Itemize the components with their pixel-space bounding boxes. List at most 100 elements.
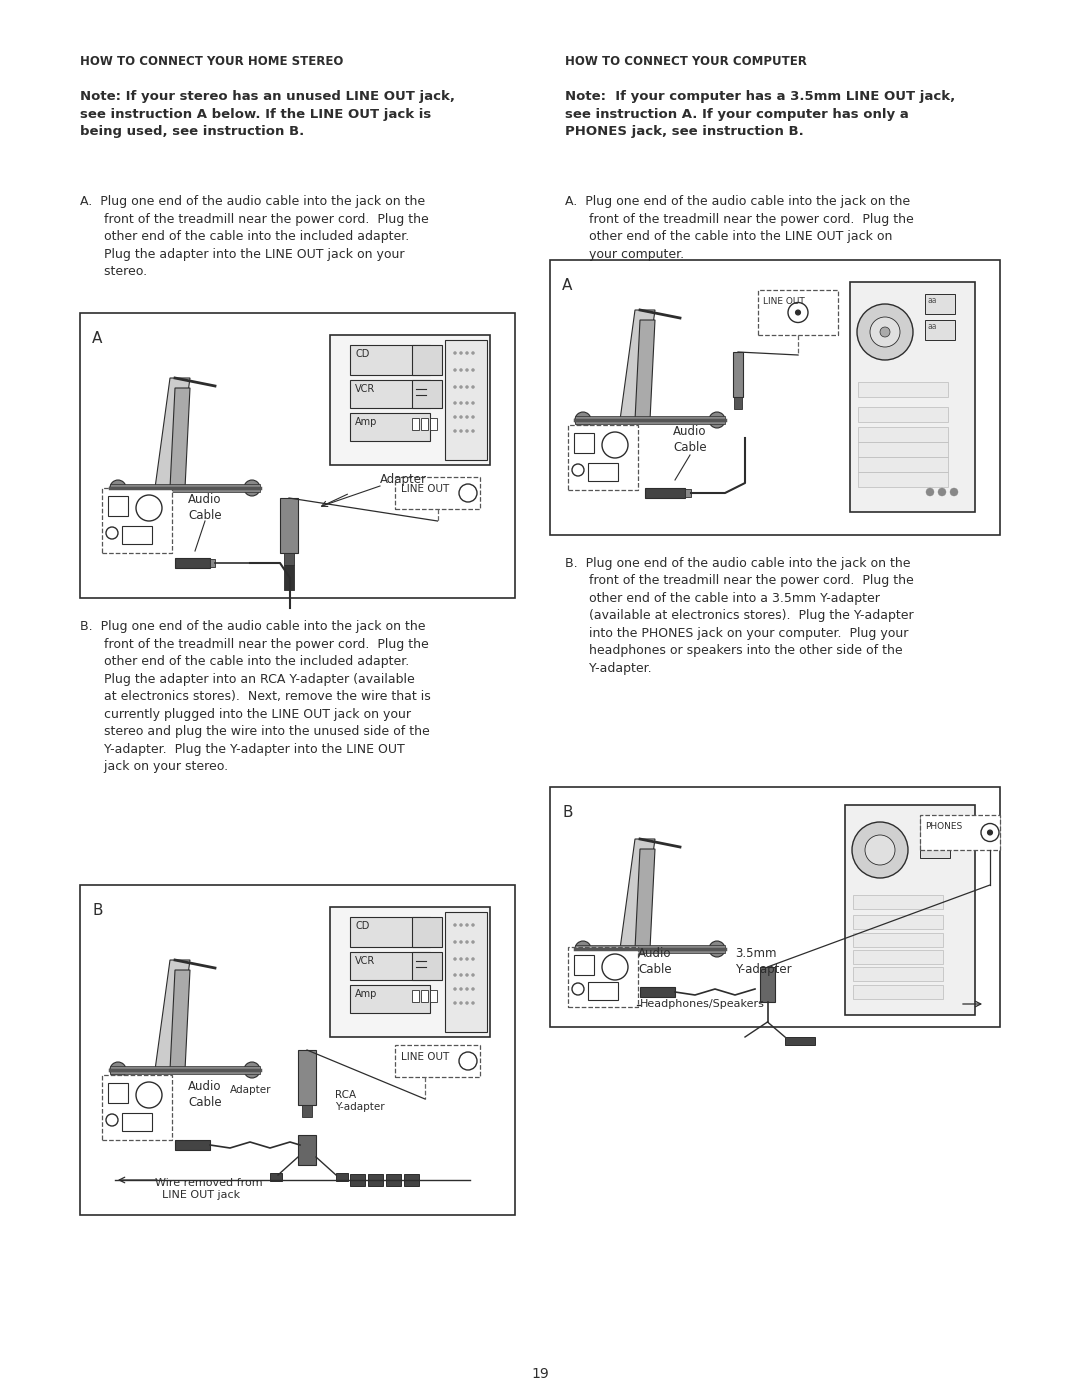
Circle shape [465, 415, 469, 419]
Circle shape [454, 415, 457, 419]
Bar [920, 817, 950, 835]
Bar [411, 345, 442, 374]
Bar [80, 313, 515, 598]
Circle shape [472, 957, 474, 961]
Circle shape [454, 352, 457, 355]
Bar [108, 496, 129, 515]
Text: RCA
Y-adapter: RCA Y-adapter [335, 1090, 384, 1112]
Polygon shape [575, 944, 725, 953]
Bar [350, 1173, 365, 1186]
Text: LINE OUT: LINE OUT [401, 1052, 449, 1062]
Bar [858, 472, 948, 488]
Polygon shape [620, 310, 654, 420]
Circle shape [459, 352, 462, 355]
Circle shape [987, 830, 993, 835]
Bar [445, 912, 487, 1032]
Bar [853, 967, 943, 981]
Bar [411, 951, 442, 981]
Circle shape [454, 1002, 457, 1004]
Text: VCR: VCR [355, 956, 375, 965]
Text: A.  Plug one end of the audio cable into the jack on the
      front of the trea: A. Plug one end of the audio cable into … [80, 196, 429, 278]
Bar [430, 418, 437, 430]
Bar [80, 886, 515, 1215]
Circle shape [472, 974, 474, 977]
Bar [733, 352, 743, 397]
Text: Audio
Cable: Audio Cable [673, 425, 706, 454]
Text: Audio
Cable: Audio Cable [188, 493, 221, 522]
Bar [108, 1083, 129, 1104]
Polygon shape [620, 840, 654, 949]
Circle shape [454, 940, 457, 943]
Circle shape [454, 429, 457, 433]
Circle shape [852, 821, 908, 877]
Circle shape [454, 401, 457, 405]
Polygon shape [110, 483, 260, 492]
Bar [284, 553, 294, 564]
Bar [350, 380, 430, 408]
Text: B.  Plug one end of the audio cable into the jack on the
      front of the trea: B. Plug one end of the audio cable into … [565, 557, 914, 675]
Circle shape [465, 352, 469, 355]
Bar [853, 985, 943, 999]
Circle shape [454, 957, 457, 961]
Bar [640, 988, 675, 997]
Circle shape [106, 527, 118, 539]
Bar [411, 380, 442, 408]
Bar [298, 1134, 316, 1165]
Polygon shape [156, 379, 190, 488]
Polygon shape [635, 849, 654, 949]
Bar [850, 282, 975, 511]
Bar [853, 895, 943, 909]
Bar [858, 407, 948, 422]
Circle shape [465, 923, 469, 926]
Circle shape [459, 988, 462, 990]
Circle shape [602, 432, 627, 458]
Text: A.  Plug one end of the audio cable into the jack on the
      front of the trea: A. Plug one end of the audio cable into … [565, 196, 914, 260]
Bar [368, 1173, 383, 1186]
Circle shape [136, 1083, 162, 1108]
Circle shape [459, 1002, 462, 1004]
Bar [550, 787, 1000, 1027]
Circle shape [465, 974, 469, 977]
Circle shape [454, 988, 457, 990]
Bar [858, 457, 948, 472]
Circle shape [459, 429, 462, 433]
Text: CD: CD [355, 349, 369, 359]
Bar [785, 1037, 815, 1045]
Bar [924, 320, 955, 339]
Bar [298, 1051, 316, 1105]
Bar [386, 1173, 401, 1186]
Bar [404, 1173, 419, 1186]
Circle shape [459, 940, 462, 943]
Circle shape [708, 412, 725, 427]
Bar [760, 967, 775, 1002]
Circle shape [459, 1052, 477, 1070]
Bar [734, 397, 742, 409]
Text: B.  Plug one end of the audio cable into the jack on the
      front of the trea: B. Plug one end of the audio cable into … [80, 620, 431, 773]
Polygon shape [635, 320, 654, 420]
Circle shape [244, 1062, 260, 1078]
Text: Audio
Cable: Audio Cable [188, 1080, 221, 1109]
Circle shape [465, 940, 469, 943]
Bar [175, 1140, 210, 1150]
Bar [758, 291, 838, 335]
Circle shape [465, 957, 469, 961]
Circle shape [788, 303, 808, 323]
Circle shape [136, 495, 162, 521]
Bar [573, 956, 594, 975]
Text: A: A [562, 278, 572, 293]
Circle shape [575, 942, 591, 957]
Bar [411, 990, 419, 1002]
Text: 19: 19 [531, 1368, 549, 1382]
Polygon shape [170, 970, 190, 1070]
Bar [445, 339, 487, 460]
Circle shape [465, 429, 469, 433]
Bar [284, 564, 294, 590]
Bar [853, 933, 943, 947]
Polygon shape [110, 1066, 260, 1074]
Bar [395, 1045, 480, 1077]
Circle shape [244, 481, 260, 496]
Polygon shape [575, 416, 725, 425]
Circle shape [465, 369, 469, 372]
Circle shape [472, 940, 474, 943]
Bar [858, 427, 948, 441]
